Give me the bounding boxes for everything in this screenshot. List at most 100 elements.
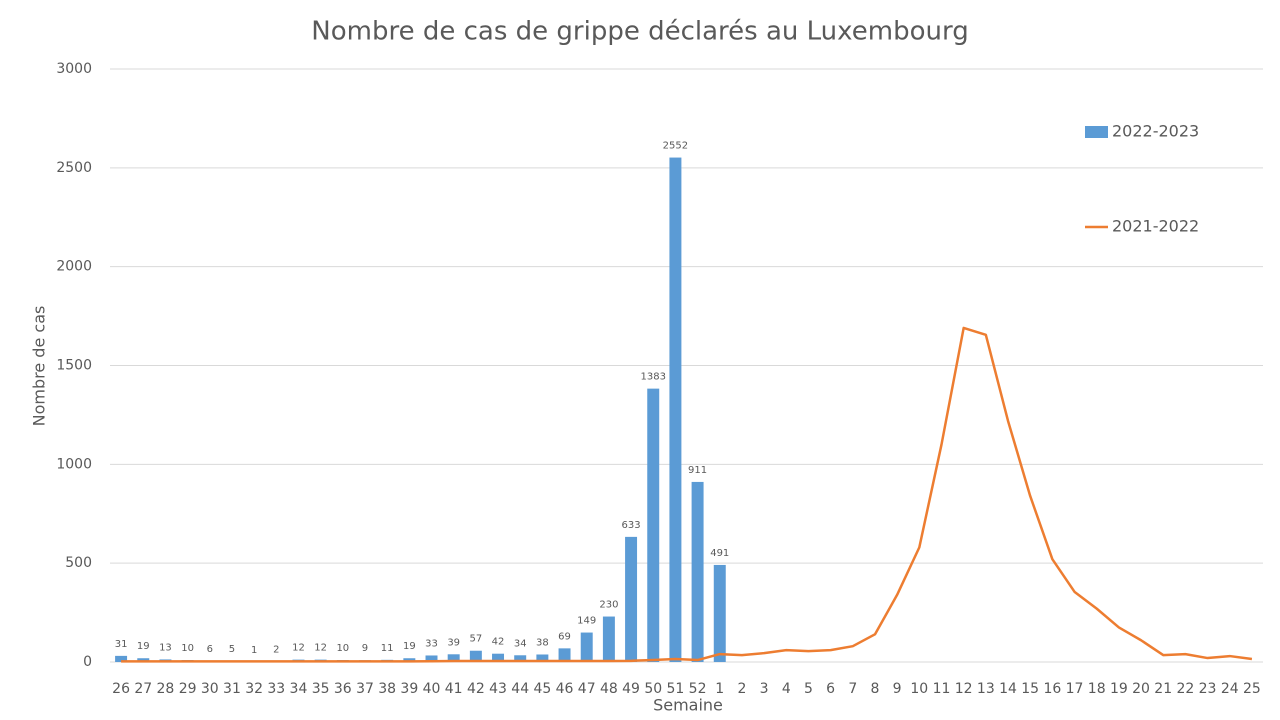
y-tick-label: 1000 bbox=[56, 456, 92, 472]
x-tick-label: 7 bbox=[848, 681, 857, 697]
x-tick-label: 36 bbox=[334, 681, 352, 697]
x-tick-label: 10 bbox=[910, 681, 928, 697]
data-label: 39 bbox=[447, 637, 460, 648]
data-label: 2 bbox=[273, 645, 279, 656]
x-tick-label: 39 bbox=[400, 681, 418, 697]
legend-label: 2021-2022 bbox=[1112, 217, 1199, 236]
y-tick-label: 2000 bbox=[56, 259, 92, 275]
x-tick-label: 51 bbox=[666, 681, 684, 697]
x-tick-label: 40 bbox=[423, 681, 441, 697]
x-tick-label: 34 bbox=[290, 681, 308, 697]
x-tick-label: 30 bbox=[201, 681, 219, 697]
x-tick-label: 11 bbox=[933, 681, 951, 697]
legend-label: 2022-2023 bbox=[1112, 122, 1199, 141]
x-tick-label: 19 bbox=[1110, 681, 1128, 697]
bar bbox=[137, 658, 150, 662]
data-label: 31 bbox=[115, 639, 128, 650]
y-tick-label: 1500 bbox=[56, 358, 92, 374]
data-label: 12 bbox=[292, 643, 305, 654]
data-label: 2552 bbox=[663, 141, 688, 152]
data-label: 9 bbox=[362, 643, 368, 654]
bar bbox=[447, 654, 460, 662]
data-label: 5 bbox=[229, 644, 235, 655]
data-label: 10 bbox=[336, 643, 349, 654]
x-tick-label: 14 bbox=[999, 681, 1017, 697]
bar bbox=[691, 481, 704, 662]
x-tick-label: 12 bbox=[955, 681, 973, 697]
x-tick-label: 28 bbox=[157, 681, 175, 697]
data-label: 10 bbox=[181, 643, 194, 654]
y-tick-label: 2500 bbox=[56, 160, 92, 176]
bar bbox=[558, 648, 571, 662]
data-label: 38 bbox=[536, 637, 549, 648]
x-tick-label: 15 bbox=[1021, 681, 1039, 697]
data-label: 19 bbox=[137, 641, 150, 652]
x-tick-label: 48 bbox=[600, 681, 618, 697]
x-tick-label: 3 bbox=[760, 681, 769, 697]
bar bbox=[647, 388, 660, 662]
x-tick-label: 41 bbox=[445, 681, 463, 697]
x-axis-title: Semaine bbox=[653, 696, 723, 715]
x-tick-label: 8 bbox=[871, 681, 880, 697]
x-tick-label: 1 bbox=[715, 681, 724, 697]
x-tick-label: 44 bbox=[511, 681, 529, 697]
x-tick-label: 22 bbox=[1176, 681, 1194, 697]
x-tick-label: 18 bbox=[1088, 681, 1106, 697]
data-label: 11 bbox=[381, 643, 394, 654]
bar bbox=[514, 655, 527, 662]
x-tick-label: 9 bbox=[893, 681, 902, 697]
line bbox=[121, 326, 1253, 663]
x-tick-label: 43 bbox=[489, 681, 507, 697]
y-tick-label: 3000 bbox=[56, 61, 92, 77]
x-tick-label: 13 bbox=[977, 681, 995, 697]
x-tick-label: 17 bbox=[1066, 681, 1084, 697]
x-tick-label: 20 bbox=[1132, 681, 1150, 697]
bar bbox=[115, 655, 128, 662]
x-tick-label: 42 bbox=[467, 681, 485, 697]
data-label: 491 bbox=[710, 548, 729, 559]
data-label: 12 bbox=[314, 643, 327, 654]
x-tick-label: 26 bbox=[112, 681, 130, 697]
x-tick-label: 52 bbox=[689, 681, 707, 697]
data-label: 19 bbox=[403, 641, 416, 652]
data-label: 34 bbox=[514, 638, 527, 649]
x-tick-label: 5 bbox=[804, 681, 813, 697]
x-tick-label: 49 bbox=[622, 681, 640, 697]
y-tick-label: 0 bbox=[83, 654, 92, 670]
data-label: 69 bbox=[558, 631, 571, 642]
bar bbox=[625, 536, 638, 662]
x-tick-label: 23 bbox=[1199, 681, 1217, 697]
x-tick-label: 31 bbox=[223, 681, 241, 697]
bar bbox=[602, 616, 615, 662]
x-tick-label: 46 bbox=[556, 681, 574, 697]
x-tick-label: 37 bbox=[356, 681, 374, 697]
data-label: 149 bbox=[577, 616, 596, 627]
legend-swatch bbox=[1085, 126, 1108, 138]
data-label: 911 bbox=[688, 465, 707, 476]
bar bbox=[492, 653, 505, 662]
bar bbox=[669, 157, 682, 662]
x-tick-label: 29 bbox=[179, 681, 197, 697]
bar bbox=[425, 655, 438, 662]
x-tick-label: 4 bbox=[782, 681, 791, 697]
data-label: 1 bbox=[251, 645, 257, 656]
data-label: 13 bbox=[159, 642, 172, 653]
x-tick-label: 38 bbox=[378, 681, 396, 697]
data-label: 1383 bbox=[641, 372, 666, 383]
bar bbox=[469, 650, 482, 662]
chart-title: Nombre de cas de grippe déclarés au Luxe… bbox=[311, 17, 968, 47]
x-tick-label: 25 bbox=[1243, 681, 1261, 697]
x-tick-label: 47 bbox=[578, 681, 596, 697]
data-label: 633 bbox=[622, 520, 641, 531]
bar bbox=[580, 632, 593, 662]
x-tick-label: 35 bbox=[312, 681, 330, 697]
x-tick-label: 21 bbox=[1154, 681, 1172, 697]
x-tick-label: 6 bbox=[826, 681, 835, 697]
x-tick-label: 2 bbox=[737, 681, 746, 697]
x-tick-label: 16 bbox=[1043, 681, 1061, 697]
x-tick-label: 24 bbox=[1221, 681, 1239, 697]
x-tick-label: 32 bbox=[245, 681, 263, 697]
data-label: 33 bbox=[425, 638, 438, 649]
data-label: 57 bbox=[469, 634, 482, 645]
